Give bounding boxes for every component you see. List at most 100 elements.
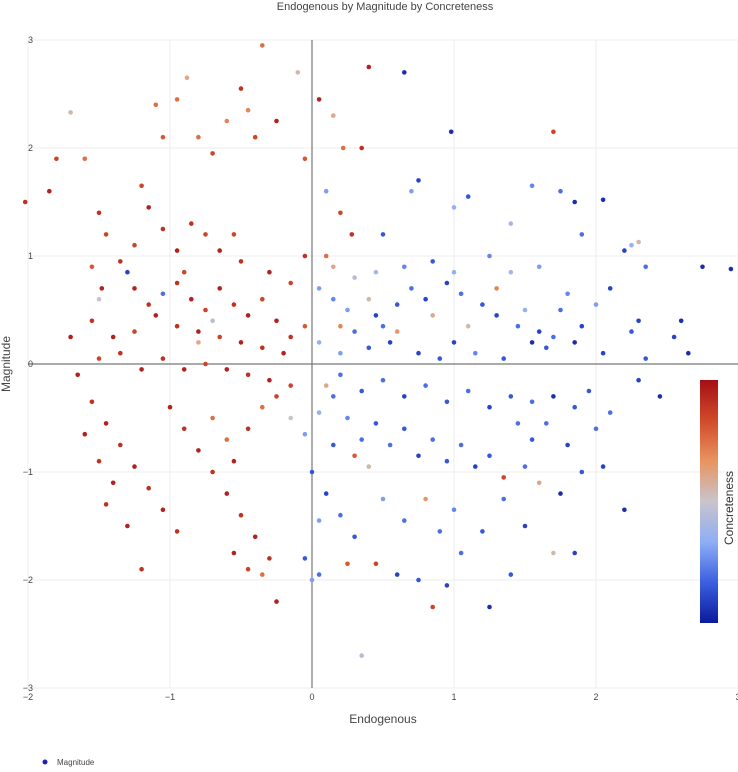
- scatter-point: [728, 266, 734, 272]
- scatter-point: [323, 188, 329, 194]
- scatter-point: [529, 437, 535, 442]
- scatter-point: [338, 350, 343, 356]
- scatter-point: [352, 329, 357, 334]
- y-tick-label: 3: [28, 35, 33, 45]
- scatter-point: [444, 280, 450, 286]
- scatter-point: [203, 307, 208, 313]
- scatter-point: [160, 291, 166, 297]
- scatter-point: [295, 70, 301, 75]
- scatter-point: [174, 248, 180, 253]
- scatter-point: [316, 286, 322, 291]
- scatter-point: [522, 523, 528, 529]
- y-tick-label: 0: [28, 359, 33, 369]
- x-tick-label: 1: [451, 692, 456, 702]
- scatter-point: [487, 604, 492, 610]
- chart-title: Endogenous by Magnitude by Concreteness: [277, 1, 494, 13]
- scatter-point: [536, 329, 542, 334]
- scatter-point: [245, 372, 251, 378]
- scatter-point: [110, 334, 116, 340]
- x-tick-label: 0: [309, 692, 314, 702]
- scatter-point: [125, 269, 130, 275]
- scatter-point: [515, 323, 521, 329]
- scatter-point: [671, 334, 677, 340]
- scatter-point: [210, 415, 215, 421]
- scatter-point: [643, 264, 648, 270]
- scatter-point: [196, 329, 201, 334]
- scatter-point: [700, 264, 705, 270]
- scatter-point: [274, 599, 279, 604]
- scatter-point: [373, 561, 379, 567]
- scatter-point: [600, 350, 606, 356]
- scatter-point: [146, 302, 151, 307]
- scatter-point: [551, 550, 556, 556]
- scatter-point: [366, 345, 372, 351]
- scatter-point: [380, 323, 386, 329]
- scatter-point: [260, 404, 265, 410]
- scatter-point: [260, 296, 265, 302]
- scatter-point: [480, 302, 485, 307]
- scatter-point: [96, 356, 102, 361]
- scatter-point: [331, 264, 336, 270]
- scatter-point: [338, 323, 343, 329]
- scatter-point: [217, 248, 222, 253]
- scatter-point: [153, 313, 159, 318]
- scatter-point: [267, 556, 272, 561]
- axes: [28, 40, 738, 688]
- scatter-point: [579, 323, 585, 329]
- scatter-point: [323, 383, 329, 388]
- scatter-point: [352, 534, 357, 540]
- scatter-point: [416, 577, 421, 583]
- scatter-point: [68, 334, 73, 340]
- scatter-point: [480, 529, 485, 534]
- scatter-point: [224, 118, 230, 124]
- y-tick-label: 1: [28, 251, 33, 261]
- scatter-point: [565, 291, 570, 297]
- scatter-point: [316, 410, 322, 415]
- scatter-point: [245, 566, 251, 572]
- scatter-point: [536, 264, 542, 270]
- scatter-point: [99, 286, 105, 291]
- scatter-point: [132, 329, 137, 334]
- scatter-point: [678, 318, 684, 324]
- scatter-point: [132, 464, 137, 469]
- scatter-point: [536, 480, 542, 486]
- scatter-point: [451, 340, 457, 345]
- scatter-point: [551, 334, 556, 340]
- scatter-point: [47, 188, 52, 194]
- scatter-point: [352, 275, 357, 280]
- scatter-point: [345, 415, 350, 421]
- scatter-point: [224, 367, 230, 372]
- gridlines: [27, 39, 738, 689]
- scatter-point: [487, 404, 492, 410]
- scatter-point: [352, 453, 357, 459]
- scatter-point: [451, 205, 457, 210]
- scatter-point: [544, 345, 549, 351]
- scatter-point: [558, 491, 563, 496]
- colorbar-title: Concreteness: [722, 471, 736, 545]
- scatter-point: [402, 70, 407, 75]
- scatter-point: [423, 496, 428, 502]
- scatter-point: [196, 340, 201, 345]
- scatter-point: [607, 286, 613, 291]
- scatter-point: [210, 151, 215, 156]
- scatter-point: [196, 448, 201, 453]
- scatter-point: [451, 269, 457, 275]
- scatter-point: [373, 269, 379, 275]
- scatter-point: [331, 442, 336, 448]
- scatter-point: [331, 296, 336, 302]
- scatter-point: [96, 458, 102, 464]
- scatter-point: [245, 426, 251, 432]
- scatter-point: [636, 239, 641, 245]
- scatter-point: [267, 377, 272, 383]
- scatter-point: [110, 480, 116, 486]
- scatter-point: [189, 221, 194, 226]
- scatter-point: [487, 453, 492, 459]
- x-tick-label: 2: [593, 692, 598, 702]
- legend-marker: [42, 759, 48, 765]
- scatter-point: [288, 383, 294, 388]
- scatter-point: [160, 226, 166, 232]
- y-tick-label: 2: [28, 143, 33, 153]
- scatter-point: [593, 426, 599, 432]
- scatter-point: [402, 426, 407, 432]
- scatter-point: [402, 394, 407, 399]
